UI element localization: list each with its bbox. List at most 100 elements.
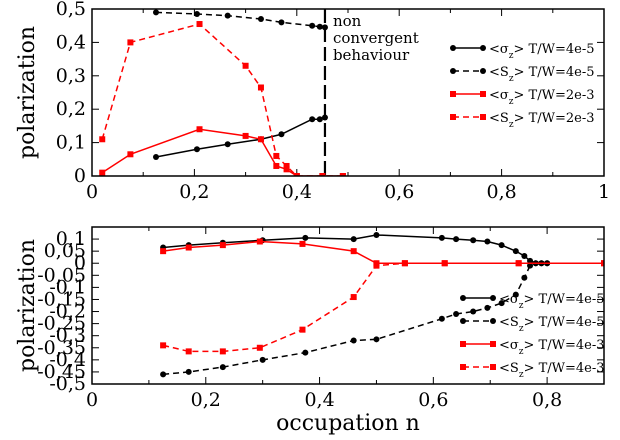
annotation-text: non	[333, 12, 362, 30]
data-point	[401, 260, 408, 267]
data-point	[256, 238, 263, 245]
data-point	[224, 12, 231, 19]
data-point	[316, 116, 323, 123]
data-point	[490, 341, 496, 347]
y-axis-label: polarization	[15, 239, 40, 372]
y-tick-label: -0,35	[37, 337, 86, 359]
data-point	[490, 318, 496, 324]
data-point	[480, 68, 486, 74]
x-tick-label: 0,4	[304, 389, 334, 411]
data-point	[316, 23, 323, 30]
legend-label: <Sz> T/W=2e-3	[489, 111, 595, 130]
data-point	[438, 315, 445, 322]
data-point	[273, 152, 280, 159]
data-point	[283, 166, 290, 173]
x-tick-label: 0,6	[418, 389, 448, 411]
data-point	[601, 260, 604, 267]
series-line	[101, 23, 343, 176]
data-point	[293, 173, 300, 176]
data-point	[441, 260, 448, 267]
data-point	[453, 310, 460, 317]
data-point	[490, 364, 496, 370]
y-tick-label: -0,2	[49, 301, 86, 323]
top-panel: 0 0,2 0,4 0,6 0,8 1 0 0,1 0,2 0,3 0,4 0,5 nonconverg…	[15, 0, 610, 203]
data-point	[256, 344, 263, 351]
legend-label: <Sz> T/W=4e-3	[499, 361, 605, 380]
data-point	[512, 291, 519, 298]
legend-label: <σz> T/W=4e-3	[499, 338, 605, 357]
data-point	[515, 260, 522, 267]
series-line	[101, 128, 343, 176]
x-tick-label: 0,6	[384, 181, 414, 203]
data-point	[219, 364, 226, 371]
data-point	[196, 21, 203, 28]
x-tick-label: 0,4	[282, 181, 312, 203]
y-tick-label: -0,25	[37, 313, 86, 335]
data-point	[521, 252, 528, 259]
x-tick-label: 0,2	[179, 181, 209, 203]
annotation-text: convergent	[333, 29, 419, 47]
data-point	[219, 242, 226, 249]
data-point	[299, 326, 306, 333]
data-point	[453, 236, 460, 243]
data-point	[257, 16, 264, 23]
data-point	[309, 116, 316, 123]
x-tick-label: 1	[598, 181, 610, 203]
annotation-text: behaviour	[333, 46, 410, 64]
data-point	[470, 308, 477, 315]
data-point	[127, 151, 134, 158]
data-point	[283, 162, 290, 169]
data-point	[219, 348, 226, 355]
data-point	[490, 295, 496, 301]
series-group	[160, 231, 604, 378]
data-point	[185, 368, 192, 375]
data-point	[373, 262, 380, 269]
data-point	[527, 262, 534, 269]
series-line	[155, 11, 326, 29]
data-point	[460, 364, 466, 370]
series-line	[155, 116, 326, 158]
y-tick-label: 0,1	[56, 132, 86, 154]
bottom-panel: 0 0,2 0,4 0,6 0,80,10,050-0,05-0,1-0,15-0,2-…	[15, 226, 605, 436]
y-tick-label: -0,05	[37, 264, 86, 286]
data-point	[527, 257, 534, 264]
plot-frame	[91, 8, 605, 177]
data-point	[321, 24, 328, 31]
data-point	[373, 231, 380, 238]
data-point	[480, 114, 486, 120]
x-tick-label: 0	[86, 389, 98, 411]
data-point	[257, 84, 264, 91]
y-tick-label: 0,1	[56, 228, 86, 250]
data-point	[242, 132, 249, 139]
data-point	[273, 162, 280, 169]
data-point	[450, 45, 456, 51]
data-point	[160, 248, 167, 255]
data-point	[373, 336, 380, 343]
y-tick-label: -0,15	[37, 288, 86, 310]
data-point	[160, 342, 167, 349]
data-point	[321, 114, 328, 121]
x-tick-label: 0,8	[486, 181, 516, 203]
x-tick-label: 0	[86, 181, 98, 203]
data-point	[309, 22, 316, 29]
data-point	[319, 173, 326, 176]
data-point	[257, 136, 264, 143]
legend-label: <σz> T/W=2e-3	[489, 88, 595, 107]
data-point	[350, 294, 357, 301]
data-point	[153, 153, 159, 160]
data-point	[480, 45, 486, 51]
data-point	[339, 173, 346, 176]
data-point	[498, 242, 505, 249]
data-point	[302, 234, 309, 241]
data-point	[99, 136, 106, 143]
y-tick-label: 0,5	[56, 0, 86, 20]
y-tick-label: 0	[74, 252, 86, 274]
data-point	[302, 349, 309, 356]
data-point	[196, 126, 203, 133]
data-point	[350, 236, 357, 243]
data-point	[299, 240, 306, 247]
y-axis-label: polarization	[15, 26, 40, 159]
y-tick-label: 0,4	[56, 31, 86, 53]
data-point	[498, 300, 505, 307]
